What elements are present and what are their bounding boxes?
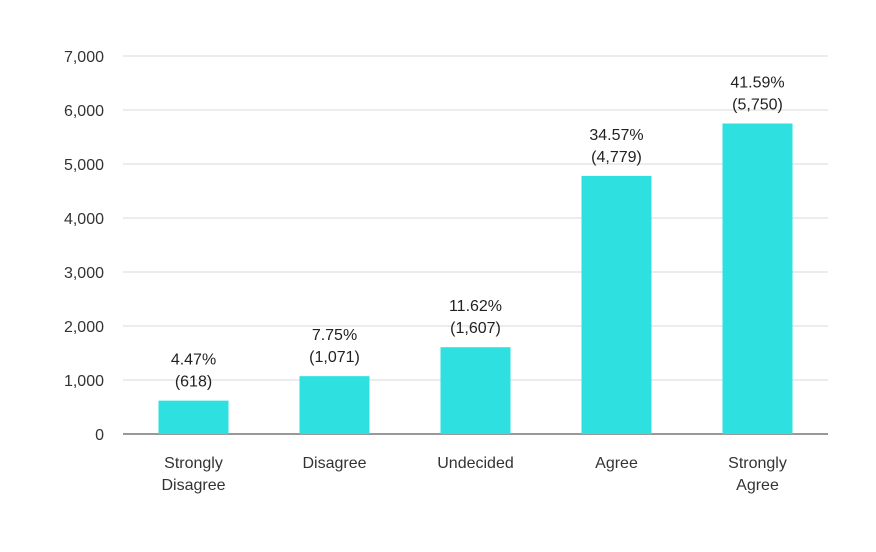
- data-label: (1,607): [450, 320, 501, 337]
- x-tick-label: Strongly: [728, 455, 787, 472]
- y-tick-label: 0: [95, 427, 104, 444]
- y-tick-label: 4,000: [64, 211, 104, 228]
- data-label: 41.59%: [730, 75, 784, 92]
- x-tick-label: Undecided: [437, 455, 514, 472]
- y-tick-label: 6,000: [64, 103, 104, 120]
- data-label: 11.62%: [449, 298, 502, 315]
- x-tick-label: Disagree: [161, 477, 225, 494]
- x-tick-label: Agree: [736, 477, 779, 494]
- data-label: (4,779): [591, 149, 642, 166]
- y-tick-label: 1,000: [64, 373, 104, 390]
- y-tick-label: 3,000: [64, 265, 104, 282]
- x-tick-label: Strongly: [164, 455, 223, 472]
- data-label: 7.75%: [312, 327, 357, 344]
- x-tick-label: Agree: [595, 455, 638, 472]
- data-label: 34.57%: [589, 127, 643, 144]
- y-tick-label: 5,000: [64, 157, 104, 174]
- data-label: (5,750): [732, 97, 783, 114]
- bar: [299, 376, 370, 434]
- bar: [581, 175, 652, 434]
- data-label: 4.47%: [171, 352, 216, 369]
- data-label: (1,071): [309, 349, 360, 366]
- data-label: (618): [175, 374, 212, 391]
- bar: [722, 123, 793, 434]
- x-tick-label: Disagree: [302, 455, 366, 472]
- y-tick-label: 7,000: [64, 49, 104, 66]
- y-tick-label: 2,000: [64, 319, 104, 336]
- bar: [158, 400, 229, 434]
- bar: [440, 347, 511, 434]
